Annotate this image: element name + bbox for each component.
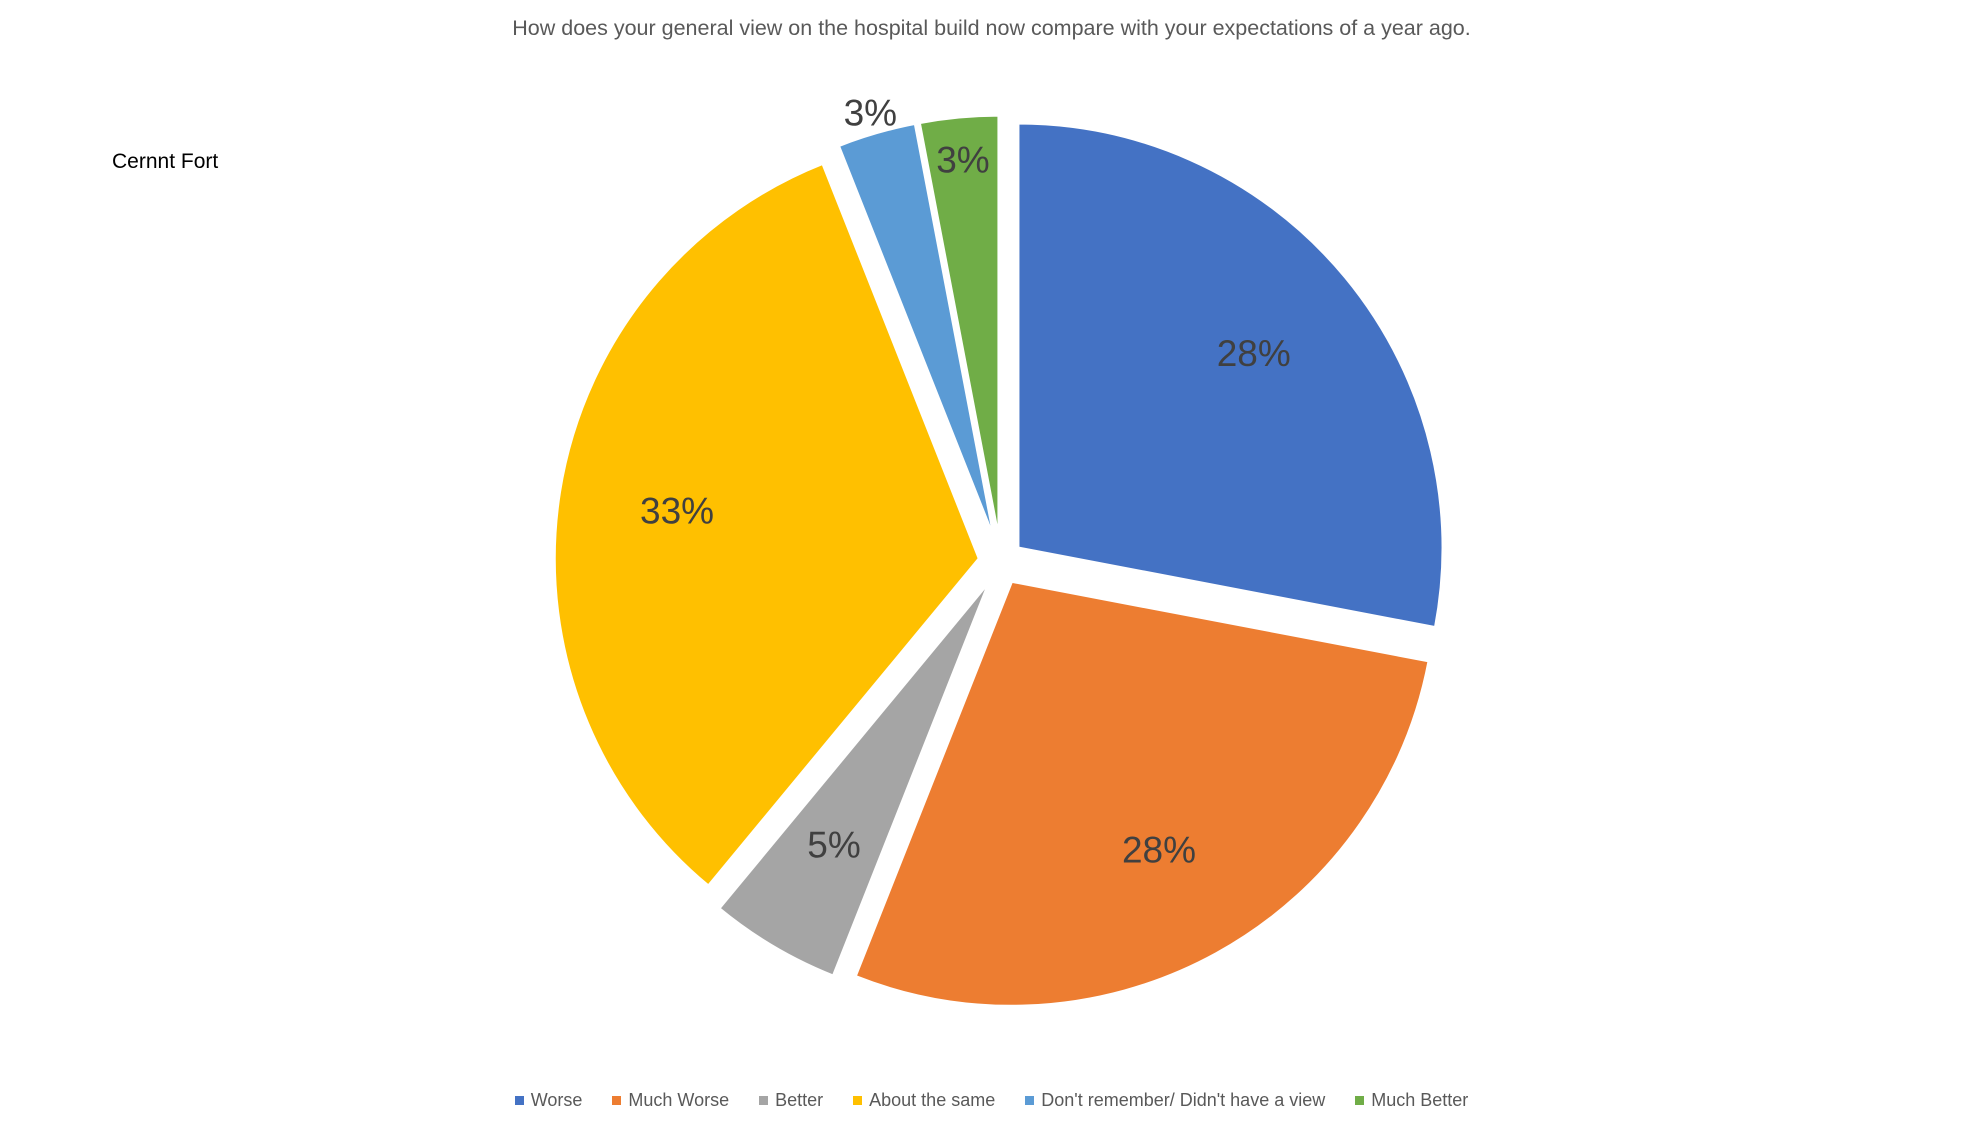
data-label-much-better: 3%	[936, 139, 989, 180]
pie-slice-much-better	[917, 113, 1001, 541]
legend-swatch	[759, 1096, 769, 1105]
legend-swatch	[612, 1096, 622, 1105]
pie-slice-much-worse	[853, 579, 1431, 1008]
legend-item-much-better: Much Better	[1355, 1090, 1468, 1111]
legend-label: Much Better	[1371, 1090, 1469, 1110]
pie-slice-worse	[1016, 121, 1445, 630]
legend-swatch	[514, 1096, 524, 1105]
pie-slice-about-the-same	[552, 161, 981, 889]
data-label-about-the-same: 33%	[640, 491, 714, 532]
legend-swatch	[1355, 1096, 1365, 1105]
legend-label: Much Worse	[628, 1090, 730, 1110]
data-label-don-t-remember-didn-t-have-a-view: 3%	[844, 92, 897, 133]
legend-item-don-t-remember-didn-t-have-a-view: Don't remember/ Didn't have a view	[1025, 1090, 1325, 1111]
data-label-better: 5%	[807, 824, 860, 865]
data-label-much-worse: 28%	[1122, 829, 1196, 870]
data-label-worse: 28%	[1217, 333, 1291, 374]
chart-legend: Worse Much Worse Better About the same Don't…	[0, 1090, 1983, 1111]
legend-item-worse: Worse	[514, 1090, 583, 1111]
legend-item-much-worse: Much Worse	[612, 1090, 729, 1111]
legend-label: Don't remember/ Didn't have a view	[1041, 1090, 1326, 1110]
legend-item-about-the-same: About the same	[853, 1090, 995, 1111]
legend-swatch	[853, 1096, 863, 1105]
legend-label: Better	[775, 1090, 824, 1110]
legend-label: Worse	[530, 1090, 583, 1110]
legend-label: About the same	[869, 1090, 996, 1110]
legend-swatch	[1025, 1096, 1035, 1105]
chart-title: How does your general view on the hospit…	[512, 16, 1471, 40]
legend-item-better: Better	[759, 1090, 823, 1111]
pie-slice-better	[716, 579, 992, 979]
location-label: Cernnt Fort	[112, 150, 219, 173]
pie-slice-don-t-remember-didn-t-have-a-view	[836, 121, 997, 542]
